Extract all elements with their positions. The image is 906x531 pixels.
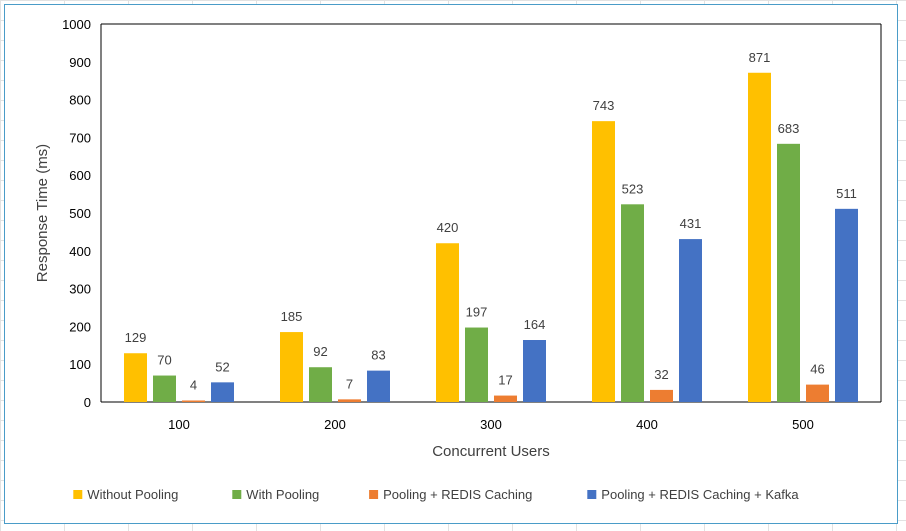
legend-item: Without Pooling: [73, 487, 178, 502]
bar: [494, 395, 517, 402]
bar: [679, 239, 702, 402]
y-tick-label: 700: [69, 130, 91, 145]
y-tick-label: 500: [69, 206, 91, 221]
bar: [211, 382, 234, 402]
bar: [153, 375, 176, 402]
bar: [523, 340, 546, 402]
bar: [806, 384, 829, 402]
x-axis-title: Concurrent Users: [432, 443, 550, 460]
bar-chart: Response Time (ms) Concurrent Users 0 100…: [34, 17, 882, 502]
bar: [592, 121, 615, 403]
bar: [367, 370, 390, 402]
data-label: 164: [524, 317, 546, 332]
legend-label: With Pooling: [246, 487, 319, 502]
bar: [835, 208, 858, 402]
bar: [748, 72, 771, 403]
legend-item: With Pooling: [232, 487, 319, 502]
y-tick-label: 300: [69, 282, 91, 297]
legend: Without Pooling With Pooling Pooling + RED…: [73, 487, 799, 502]
bar-series: [124, 72, 858, 403]
data-label: 83: [371, 348, 385, 363]
data-label: 431: [680, 216, 702, 231]
data-label: 32: [654, 367, 668, 382]
data-label: 197: [466, 305, 488, 320]
data-label: 52: [215, 359, 229, 374]
y-tick-label: 200: [69, 319, 91, 334]
data-label: 129: [125, 330, 147, 345]
bar: [777, 143, 800, 403]
x-tick-label: 400: [636, 417, 658, 432]
legend-swatch: [587, 490, 597, 499]
legend-item: Pooling + REDIS Caching + Kafka: [587, 487, 799, 502]
legend-item: Pooling + REDIS Caching: [369, 487, 532, 502]
data-label: 743: [593, 98, 615, 113]
y-tick-labels: 0 100 200 300 400 500 600 700 800 900 1000: [62, 17, 91, 410]
y-tick-label: 800: [69, 93, 91, 108]
bar: [182, 400, 205, 402]
bar: [124, 353, 147, 402]
bar: [436, 243, 459, 402]
legend-swatch: [232, 490, 242, 499]
data-labels: 129 70 4 52 185 92 7 83 420 197 17 164 743 523 32 431 87…: [125, 50, 857, 393]
bar: [309, 367, 332, 402]
data-label: 46: [810, 362, 824, 377]
y-tick-label: 600: [69, 168, 91, 183]
bar: [621, 204, 644, 402]
legend-label: Without Pooling: [87, 487, 178, 502]
data-label: 70: [157, 353, 171, 368]
x-tick-label: 100: [168, 417, 190, 432]
x-tick-label: 500: [792, 417, 814, 432]
bar: [650, 389, 673, 402]
y-tick-label: 900: [69, 55, 91, 70]
bar: [338, 399, 361, 402]
chart-frame[interactable]: Response Time (ms) Concurrent Users 0 100…: [4, 4, 898, 524]
data-label: 92: [313, 344, 327, 359]
data-label: 523: [622, 181, 644, 196]
y-tick-label: 0: [84, 395, 91, 410]
y-tick-label: 100: [69, 357, 91, 372]
data-label: 17: [498, 373, 512, 388]
x-tick-label: 300: [480, 417, 502, 432]
data-label: 511: [836, 186, 857, 201]
data-label: 420: [437, 220, 459, 235]
bar: [280, 332, 303, 402]
legend-label: Pooling + REDIS Caching + Kafka: [601, 487, 799, 502]
y-tick-label: 400: [69, 244, 91, 259]
legend-swatch: [369, 490, 379, 499]
x-tick-labels: 100 200 300 400 500: [168, 417, 814, 432]
legend-label: Pooling + REDIS Caching: [383, 487, 532, 502]
data-label: 185: [281, 309, 303, 324]
bar: [465, 327, 488, 402]
legend-swatch: [73, 490, 83, 499]
y-axis-title: Response Time (ms): [34, 144, 51, 282]
data-label: 871: [749, 50, 771, 65]
data-label: 4: [190, 377, 197, 392]
y-tick-label: 1000: [62, 17, 91, 32]
data-label: 683: [778, 121, 800, 136]
x-tick-label: 200: [324, 417, 346, 432]
data-label: 7: [346, 376, 353, 391]
